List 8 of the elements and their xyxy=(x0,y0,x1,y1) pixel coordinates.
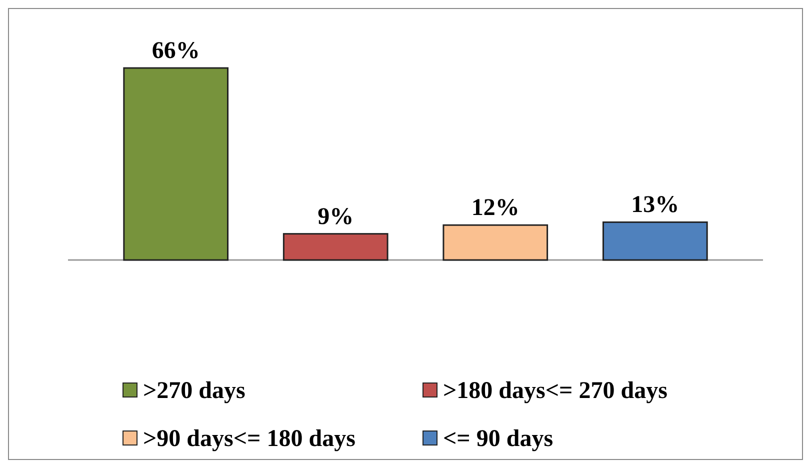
data-label: 9% xyxy=(318,204,354,230)
legend-label: >180 days<= 270 days xyxy=(443,378,668,404)
data-label: 12% xyxy=(471,195,520,222)
legend-label: >270 days xyxy=(143,378,246,404)
data-label: 66% xyxy=(152,38,200,64)
legend-label: <= 90 days xyxy=(443,426,554,452)
legend-label: >90 days<= 180 days xyxy=(143,426,356,452)
data-label: 13% xyxy=(631,192,680,218)
